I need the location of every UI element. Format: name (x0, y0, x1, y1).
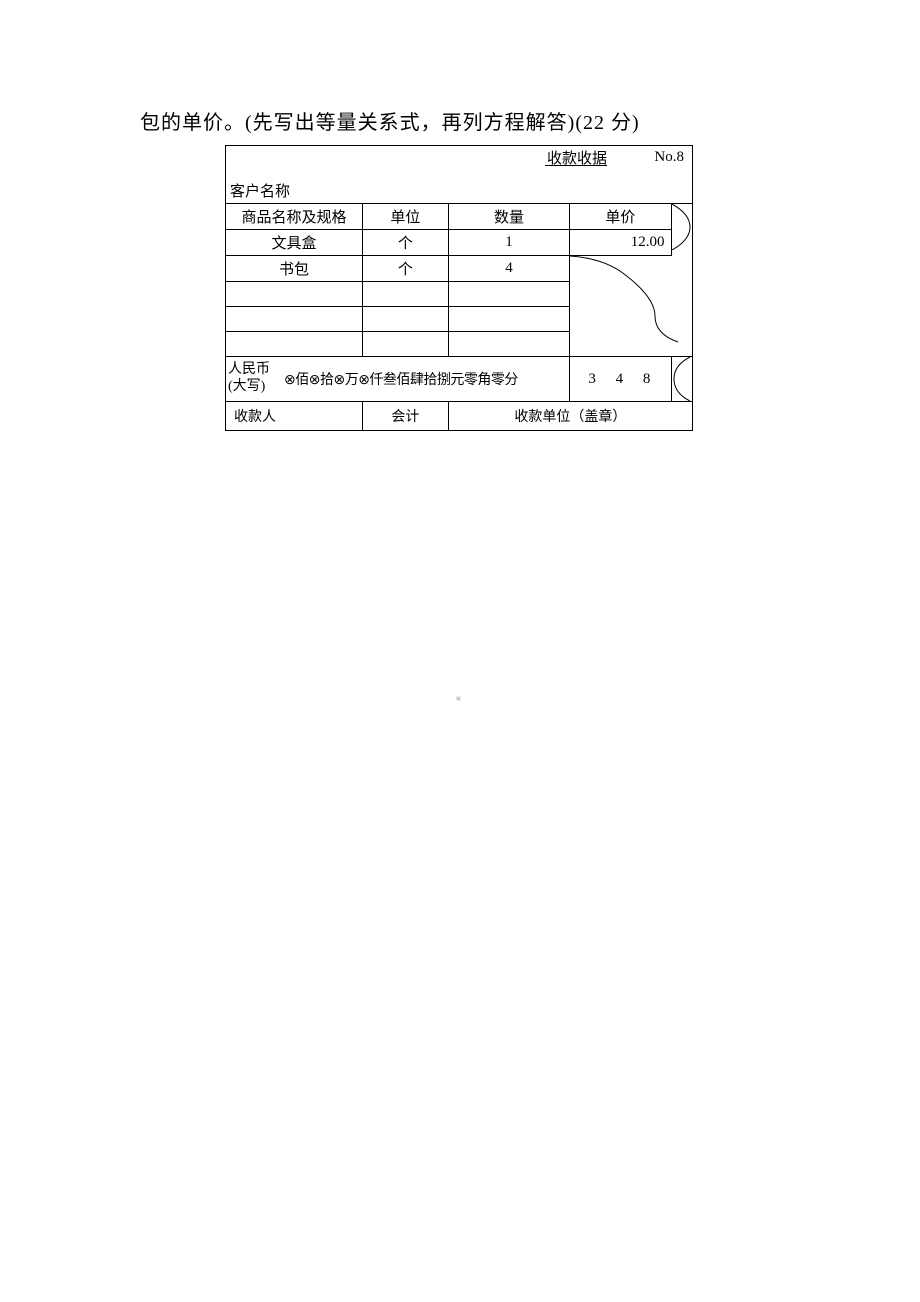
cell-price: 12.00 (570, 230, 671, 256)
receipt-title-underline (545, 165, 607, 166)
cell-qty: 4 (448, 256, 570, 282)
curve-middle (570, 256, 682, 344)
footer-row: 收款人 会计 收款单位（盖章） (226, 402, 693, 431)
cell-name: 书包 (226, 256, 363, 282)
curve-bottom (672, 357, 694, 401)
footer-accountant: 会计 (362, 402, 448, 431)
cell-unit (362, 332, 448, 357)
footer-cashier: 收款人 (226, 402, 363, 431)
cell-qty (448, 307, 570, 332)
cell-qty (448, 282, 570, 307)
cell-unit: 个 (362, 230, 448, 256)
receipt-container: 收款收据 No.8 客户名称 商品名称及规格 单位 数量 单价 文具盒 (225, 145, 693, 431)
cell-name (226, 307, 363, 332)
cell-unit (362, 307, 448, 332)
rmb-label-line2: (大写) (228, 379, 265, 394)
table-row: 书包 个 4 (226, 256, 693, 282)
receipt-header-row: 收款收据 No.8 (226, 146, 693, 179)
cell-unit: 个 (362, 256, 448, 282)
footer-unit-stamp: 收款单位（盖章） (448, 402, 692, 431)
cell-qty: 1 (448, 230, 570, 256)
cell-name (226, 282, 363, 307)
col-header-qty: 数量 (448, 204, 570, 230)
question-text: 包的单价。(先写出等量关系式，再列方程解答)(22 分) (140, 106, 640, 135)
rmb-digits: 3 4 8 (570, 357, 671, 402)
curve-top (672, 204, 694, 250)
col-header-unit: 单位 (362, 204, 448, 230)
customer-label: 客户名称 (230, 184, 290, 200)
rmb-label-line1: 人民币 (228, 362, 270, 377)
column-header-row: 商品名称及规格 单位 数量 单价 (226, 204, 693, 230)
col-header-name: 商品名称及规格 (226, 204, 363, 230)
col-header-price: 单价 (570, 204, 671, 230)
receipt-number: No.8 (654, 149, 684, 166)
cell-name: 文具盒 (226, 230, 363, 256)
receipt-table: 收款收据 No.8 客户名称 商品名称及规格 单位 数量 单价 文具盒 (225, 145, 693, 431)
customer-row: 客户名称 (226, 178, 693, 204)
cell-name (226, 332, 363, 357)
table-row: 文具盒 个 1 12.00 (226, 230, 693, 256)
cell-unit (362, 282, 448, 307)
rmb-row: 人民币 (大写) ⊗佰⊗拾⊗万⊗仟叁佰肆拾捌元零角零分 3 4 8 (226, 357, 693, 402)
rmb-amount-text: ⊗佰⊗拾⊗万⊗仟叁佰肆拾捌元零角零分 (284, 373, 518, 388)
cell-qty (448, 332, 570, 357)
watermark: ■ (456, 694, 461, 703)
